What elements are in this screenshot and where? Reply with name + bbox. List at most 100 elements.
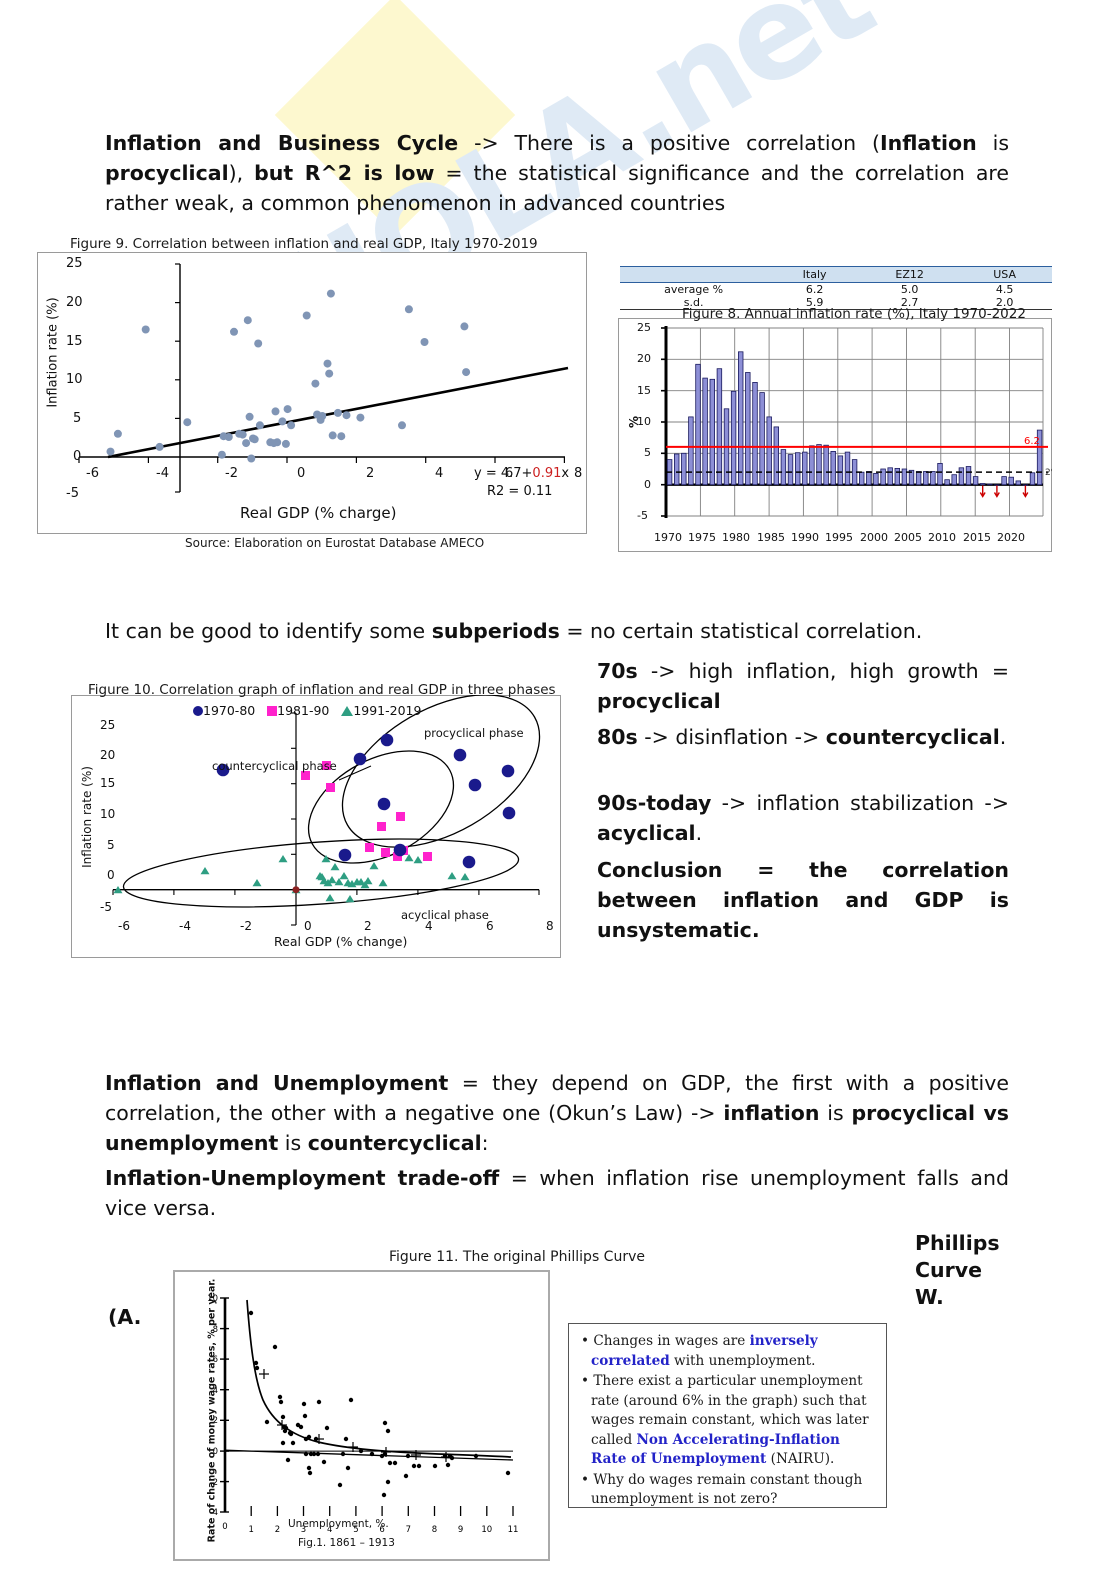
paragraph-inflation-business-cycle: Inflation and Business Cycle -> There is… [105, 128, 1009, 218]
fig8-xtick-2005: 2005 [894, 531, 922, 544]
table-row: s.d. 5.9 2.7 2.0 [620, 296, 1052, 310]
svg-text:-2: -2 [210, 1478, 218, 1488]
fig10-xtick-8: 8 [546, 919, 554, 933]
phase-70s-mid: -> high inflation, high growth = [637, 659, 1009, 683]
fig8-xtick-1985: 1985 [757, 531, 785, 544]
p3-d: procyclical vs unemployment [105, 1101, 1010, 1155]
legend-marker-1991-2019 [341, 706, 354, 716]
p1-c: is [976, 131, 1010, 155]
p1-lead: Inflation and Business Cycle [105, 131, 459, 155]
p3-lead: Inflation and Unemployment [105, 1071, 449, 1095]
phase-90s-lead: 90s-today [597, 791, 712, 815]
p2-a: It can be good to identify some [105, 619, 432, 643]
fig8-ytick-20: 20 [637, 352, 651, 365]
p3-b: inflation [723, 1101, 820, 1125]
fig9-xtick-8: 8 [574, 466, 583, 481]
svg-text:8: 8 [432, 1525, 437, 1535]
figure9-plot [78, 263, 569, 493]
fig11-caption: Fig.1. 1861 – 1913 [298, 1537, 395, 1549]
stats-col-usa: USA [957, 266, 1052, 283]
phase-90s-bold: acyclical [597, 821, 696, 845]
stats-row-average-italy: 6.2 [805, 283, 824, 296]
paragraph-subperiods: It can be good to identify some subperio… [105, 616, 1009, 646]
fig10-xtick-neg6: -6 [118, 919, 130, 933]
svg-text:2%: 2% [1045, 468, 1052, 478]
fig10-xtick-6: 6 [486, 919, 494, 933]
fig10-xtick-4: 4 [425, 919, 433, 933]
p3-e: is [278, 1131, 308, 1155]
stats-row-sd-italy: 5.9 [767, 296, 863, 310]
stats-row-average-label: average % [664, 283, 724, 296]
fig8-ytick-25: 25 [637, 321, 651, 334]
fig8-xtick-2000: 2000 [860, 531, 888, 544]
svg-text:acyclical phase: acyclical phase [401, 908, 489, 922]
fig9-xtick-neg2: -2 [225, 466, 238, 481]
figure8-plot: 6.2 2% [661, 326, 1052, 518]
svg-text:7: 7 [406, 1525, 411, 1535]
fig10-ytick-0: 0 [107, 868, 115, 882]
fig9-xtick-2: 2 [366, 466, 375, 481]
fig9-xtick-4: 4 [435, 466, 444, 481]
phase-80s-mid: -> disinflation -> [637, 725, 826, 749]
fig9-source: Source: Elaboration on Eurostat Database… [185, 536, 485, 550]
fig8-xtick-1970: 1970 [654, 531, 682, 544]
figure9-frame [37, 252, 587, 534]
svg-text:-4: -4 [210, 1508, 218, 1518]
figure10-frame [71, 695, 561, 958]
fig8-xtick-2015: 2015 [963, 531, 991, 544]
svg-text:11: 11 [508, 1525, 519, 1535]
legend-label-1981-90: 1981-90 [277, 703, 330, 718]
p1-d: procyclical [105, 161, 229, 185]
svg-text:8: 8 [213, 1325, 218, 1335]
fig10-xtick-neg2: -2 [240, 919, 252, 933]
svg-text:6.2: 6.2 [1024, 436, 1040, 447]
svg-text:0: 0 [213, 1447, 218, 1457]
bullet-2-a: • There exist a particular unemployment … [581, 1373, 869, 1448]
fig10-xlabel: Real GDP (% change) [274, 934, 408, 949]
bullet-3-text: • Why do wages remain constant though un… [581, 1471, 863, 1508]
svg-text:10: 10 [481, 1525, 492, 1535]
figure11-title: Figure 11. The original Phillips Curve [389, 1249, 645, 1265]
fig11-ylabel: Rate of change of money wage rates, % pe… [206, 1278, 218, 1543]
figure10-title: Figure 10. Correlation graph of inflatio… [88, 682, 556, 698]
svg-text:5: 5 [353, 1525, 358, 1535]
bullet-1-highlight: inversely correlated [591, 1333, 818, 1369]
bullet-2: • There exist a particular unemployment … [581, 1372, 876, 1470]
legend-marker-1970-80 [193, 706, 203, 716]
svg-text:9: 9 [458, 1525, 463, 1535]
stats-row-average-usa: 4.5 [995, 283, 1014, 296]
p1-e: ), [228, 161, 255, 185]
legend-label-1991-2019: 1991-2019 [353, 703, 422, 718]
figure10-plot: procyclical phase countercyclical phase … [112, 695, 541, 926]
phase-90s-mid: -> inflation stabilization -> [711, 791, 1009, 815]
p1-a: -> There is a positive correlation ( [458, 131, 880, 155]
p2-c: = no certain statistical correlation. [559, 619, 923, 643]
fig8-ytick-5: 5 [644, 446, 651, 459]
svg-text:3: 3 [301, 1525, 306, 1535]
phase-conclusion-text: Conclusion = the correlation between inf… [597, 858, 1009, 942]
fig8-xtick-1975: 1975 [688, 531, 716, 544]
svg-text:4: 4 [213, 1386, 218, 1396]
phase-80s-end: . [999, 725, 1007, 749]
phillips-notes-box: • Changes in wages are inversely correla… [568, 1323, 887, 1508]
fig9-xtick-6: 6 [505, 466, 514, 481]
figure10-legend: 1970-80 1981-90 1991-2019 [193, 703, 421, 718]
fig10-ytick-25: 25 [100, 718, 116, 732]
svg-text:2: 2 [213, 1416, 218, 1426]
svg-text:countercyclical phase: countercyclical phase [212, 759, 337, 773]
fig10-ytick-20: 20 [100, 748, 116, 762]
fig9-equation: y = 4.7+0.91x [474, 466, 569, 481]
legend-label-1970-80: 1970-80 [203, 703, 256, 718]
stats-header-row: Italy EZ12 USA [620, 266, 1052, 283]
svg-text:6: 6 [379, 1525, 384, 1535]
fig10-ytick-5: 5 [107, 838, 115, 852]
fig8-xtick-2010: 2010 [928, 531, 956, 544]
svg-text:0: 0 [222, 1522, 227, 1532]
svg-text:2: 2 [275, 1525, 280, 1535]
fig10-xtick-0: 0 [304, 919, 312, 933]
stats-col-italy: Italy [767, 266, 863, 283]
fig8-ylabel: % [627, 415, 642, 429]
p4-lead: Inflation-Unemployment trade-off [105, 1166, 500, 1190]
fig10-ylabel: Inflation rate (%) [79, 766, 94, 868]
figure9-title: Figure 9. Correlation between inflation … [70, 236, 538, 252]
